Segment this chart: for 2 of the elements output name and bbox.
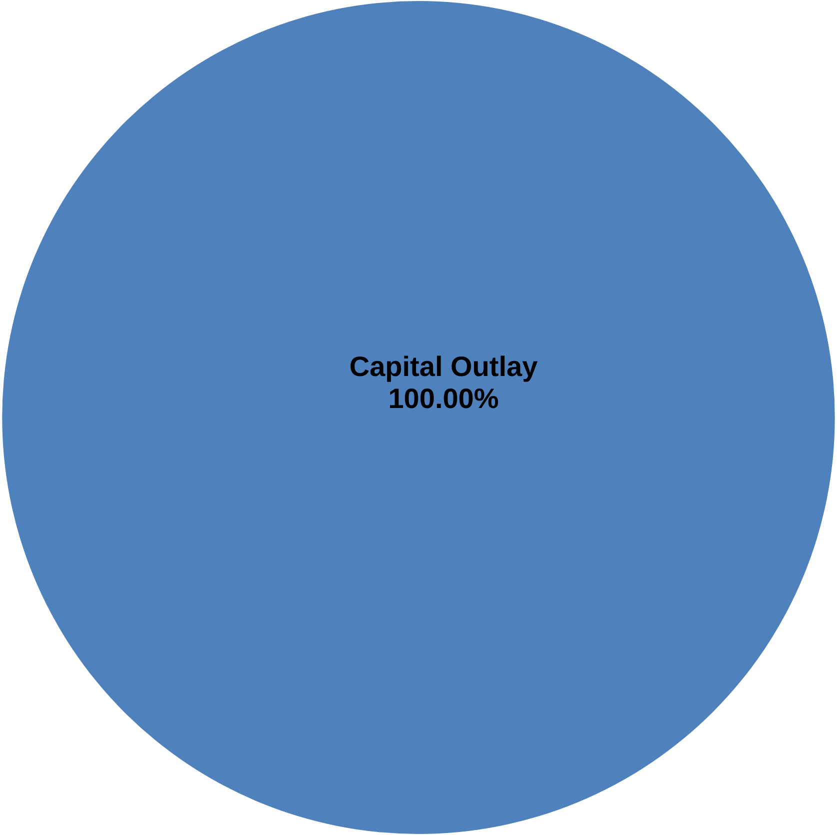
slice-label: Capital Outlay	[349, 351, 538, 382]
data-label: 100.00%	[388, 383, 499, 414]
